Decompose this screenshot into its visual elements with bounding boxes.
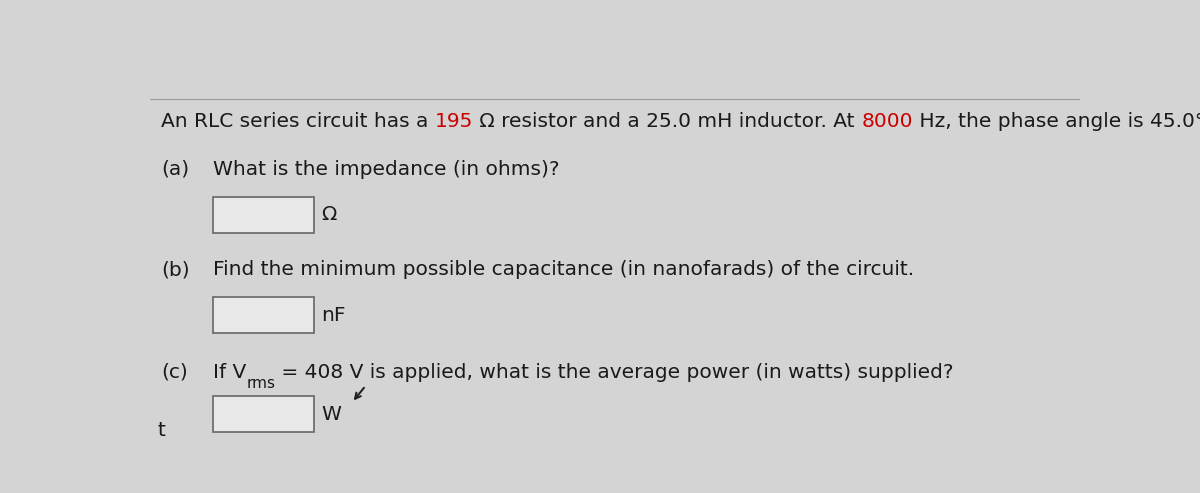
Text: Hz, the phase angle is 45.0°.: Hz, the phase angle is 45.0°. — [913, 112, 1200, 131]
Text: (b): (b) — [161, 260, 190, 280]
FancyBboxPatch shape — [214, 297, 313, 333]
Text: (c): (c) — [161, 363, 188, 382]
Text: If V: If V — [214, 363, 246, 382]
FancyBboxPatch shape — [214, 197, 313, 233]
Text: t: t — [157, 421, 166, 440]
Text: 195: 195 — [434, 112, 473, 131]
FancyBboxPatch shape — [214, 396, 313, 432]
Text: 8000: 8000 — [862, 112, 913, 131]
Text: Ω: Ω — [322, 205, 336, 224]
Text: An RLC series circuit has a: An RLC series circuit has a — [161, 112, 434, 131]
Text: Find the minimum possible capacitance (in nanofarads) of the circuit.: Find the minimum possible capacitance (i… — [214, 260, 914, 280]
Text: (a): (a) — [161, 160, 190, 179]
Text: rms: rms — [246, 376, 276, 391]
Text: W: W — [322, 405, 341, 423]
Text: Ω resistor and a 25.0 mH inductor. At: Ω resistor and a 25.0 mH inductor. At — [473, 112, 862, 131]
Text: nF: nF — [322, 306, 346, 325]
Text: = 408 V is applied, what is the average power (in watts) supplied?: = 408 V is applied, what is the average … — [276, 363, 954, 382]
Text: What is the impedance (in ohms)?: What is the impedance (in ohms)? — [214, 160, 559, 179]
